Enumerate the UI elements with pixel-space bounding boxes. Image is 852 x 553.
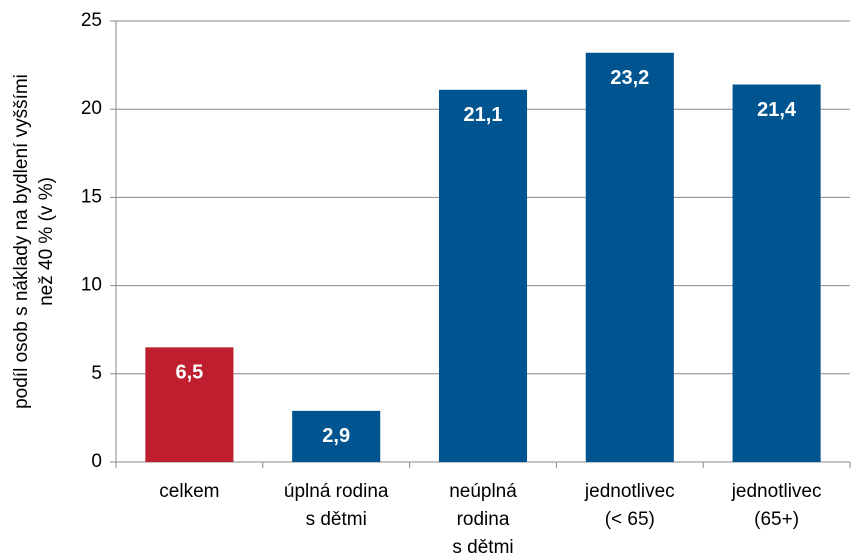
x-tick-label: jednotlivec	[584, 481, 675, 502]
bar	[292, 410, 381, 462]
x-tick-label: (< 65)	[605, 509, 655, 530]
bar	[732, 84, 821, 462]
y-tick-label: 5	[91, 363, 102, 384]
value-label: 6,5	[175, 362, 203, 384]
y-axis-label: než 40 % (v %)	[36, 177, 57, 306]
bar	[585, 52, 674, 462]
y-axis-label: podíl osob s náklady na bydlení vyššími	[11, 74, 32, 409]
value-label: 23,2	[610, 67, 649, 89]
y-tick-label: 15	[81, 186, 102, 207]
bar	[438, 89, 528, 463]
x-tick-label: (65+)	[754, 509, 799, 530]
x-tick-label: rodina	[457, 509, 510, 530]
x-tick-label: úplná rodina	[284, 481, 389, 502]
y-tick-label: 0	[91, 451, 102, 472]
x-tick-label: jednotlivec	[731, 481, 822, 502]
value-label: 21,1	[464, 104, 503, 126]
y-tick-label: 20	[81, 98, 102, 119]
value-label: 21,4	[757, 99, 797, 121]
x-tick-label: s dětmi	[306, 509, 367, 530]
x-tick-label: celkem	[159, 481, 219, 502]
x-tick-label: neúplná	[449, 481, 517, 502]
y-tick-label: 10	[81, 275, 102, 296]
value-label: 2,9	[322, 425, 350, 447]
bar	[145, 347, 234, 462]
x-tick-label: s dětmi	[452, 537, 513, 553]
y-tick-label: 25	[81, 10, 102, 31]
